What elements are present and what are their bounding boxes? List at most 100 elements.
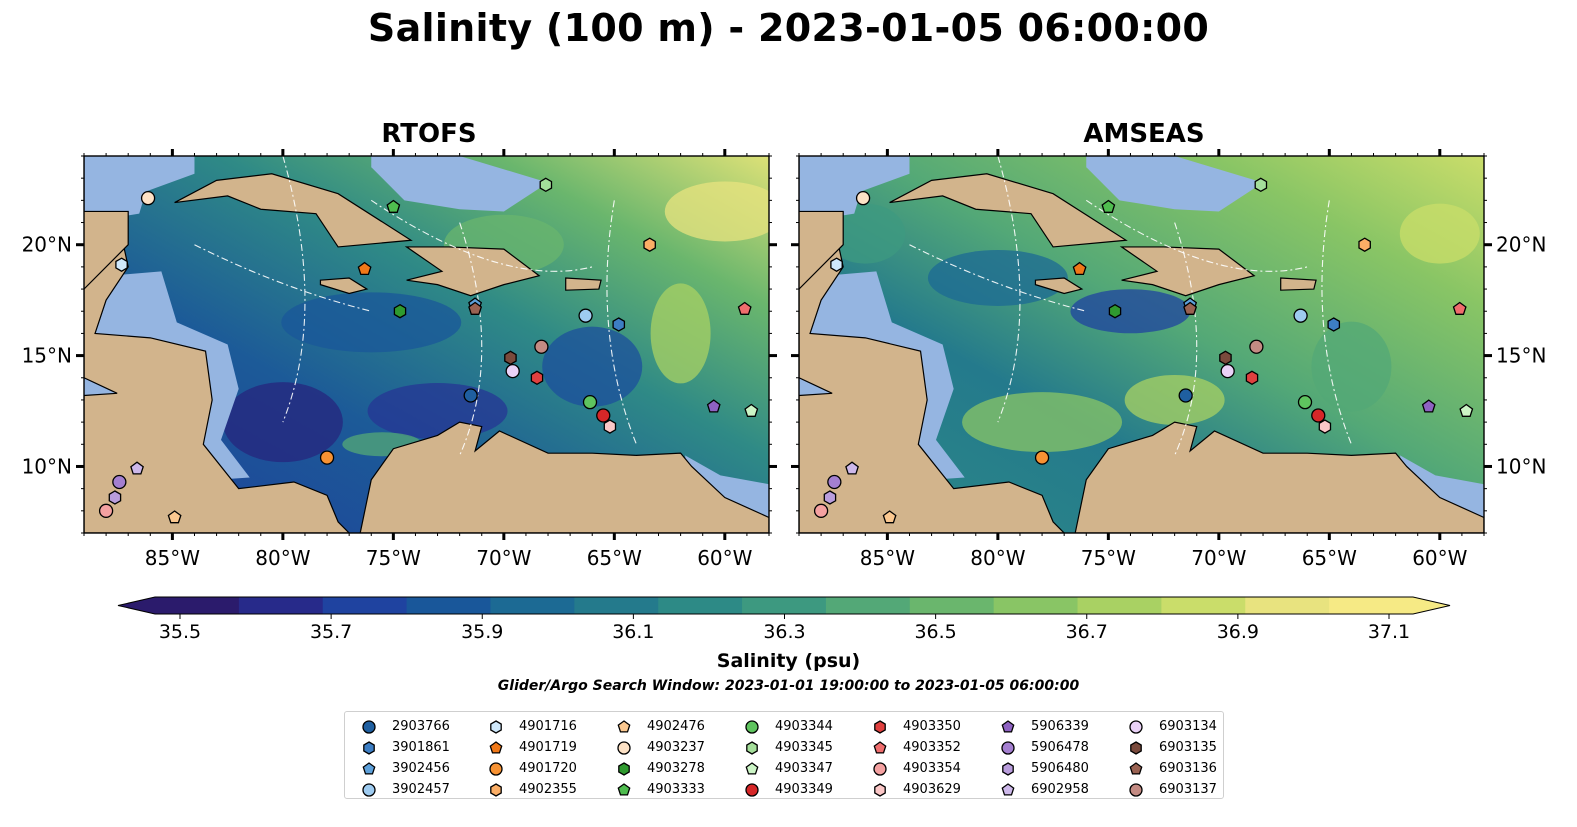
legend-item-4901720: 4901720 bbox=[485, 758, 577, 779]
float-marker-4903347 bbox=[744, 403, 759, 417]
colorbar-segment bbox=[155, 597, 240, 614]
legend-label: 3901861 bbox=[392, 740, 450, 755]
float-marker-4903344 bbox=[582, 395, 598, 410]
lon-tick-label: 60°W bbox=[1412, 546, 1467, 570]
legend-item-5906480: 5906480 bbox=[997, 758, 1089, 779]
lon-tick-label: 75°W bbox=[366, 546, 421, 570]
legend-label: 4903344 bbox=[775, 719, 833, 734]
legend-label: 4901719 bbox=[519, 740, 577, 755]
colorbar-tick-label: 35.7 bbox=[309, 621, 353, 643]
panel-title-amseas: AMSEAS bbox=[1083, 119, 1205, 149]
legend-marker-6903136 bbox=[1129, 761, 1143, 775]
legend-marker-5906478 bbox=[1001, 740, 1015, 755]
lon-tick-label: 85°W bbox=[145, 546, 200, 570]
colorbar-segment bbox=[490, 597, 575, 614]
float-marker-6903137 bbox=[534, 339, 549, 354]
float-marker-3901861 bbox=[612, 317, 626, 332]
legend-label: 5906480 bbox=[1031, 761, 1089, 776]
colorbar-segment bbox=[993, 597, 1079, 614]
landmass bbox=[174, 173, 413, 248]
landmass bbox=[1074, 421, 1484, 533]
lon-tick-label: 65°W bbox=[1302, 546, 1357, 570]
float-marker-6903135 bbox=[1219, 350, 1232, 366]
float-marker-5906478 bbox=[112, 474, 127, 490]
lat-tick-label: 10°N bbox=[22, 454, 72, 478]
landmass bbox=[799, 156, 1066, 533]
landmass bbox=[565, 277, 602, 291]
legend-item-4902476: 4902476 bbox=[613, 716, 705, 737]
panel-title-rtofs: RTOFS bbox=[381, 119, 477, 149]
colorbar-segment bbox=[1077, 597, 1162, 614]
landmass bbox=[889, 173, 1128, 248]
float-marker-4903333 bbox=[386, 199, 401, 213]
legend-item-4903278: 4903278 bbox=[613, 758, 705, 779]
legend-label: 5906339 bbox=[1031, 719, 1089, 734]
colorbar-segment bbox=[1329, 597, 1414, 614]
legend-label: 4903352 bbox=[903, 740, 961, 755]
float-marker-4903278 bbox=[1108, 303, 1122, 319]
legend-item-6902958: 6902958 bbox=[997, 779, 1089, 800]
float-marker-4903629 bbox=[1318, 419, 1332, 434]
colorbar-segment bbox=[406, 597, 491, 614]
legend-marker-6903137 bbox=[1129, 782, 1143, 797]
colorbar-segment bbox=[574, 597, 659, 614]
legend-item-3902457: 3902457 bbox=[358, 779, 450, 800]
lon-tick-label: 70°W bbox=[476, 546, 531, 570]
legend-marker-6903134 bbox=[1129, 719, 1143, 734]
colorbar-segment bbox=[658, 597, 743, 614]
colorbar-segment bbox=[742, 597, 827, 614]
legend-label: 4902476 bbox=[647, 719, 705, 734]
legend-marker-3901861 bbox=[363, 740, 375, 755]
float-marker-4901720 bbox=[319, 450, 335, 465]
landmass bbox=[799, 210, 844, 290]
legend-item-4903354: 4903354 bbox=[869, 758, 961, 779]
legend-marker-4903352 bbox=[873, 740, 887, 754]
legend-marker-3902457 bbox=[362, 782, 376, 797]
colorbar-segment bbox=[322, 597, 408, 614]
legend-label: 4902355 bbox=[519, 782, 577, 797]
lat-tick-label: 20°N bbox=[1496, 233, 1546, 257]
float-marker-6903134 bbox=[505, 363, 520, 379]
float-marker-4902476 bbox=[167, 510, 182, 524]
legend-label: 4903349 bbox=[775, 782, 833, 797]
legend-marker-4902355 bbox=[490, 782, 502, 797]
float-marker-4903349 bbox=[596, 408, 611, 423]
legend-item-4901716: 4901716 bbox=[485, 716, 577, 737]
float-marker-4903237 bbox=[140, 190, 156, 206]
legend-item-5906339: 5906339 bbox=[997, 716, 1089, 737]
legend-marker-4903347 bbox=[745, 761, 759, 775]
legend-marker-4903354 bbox=[873, 761, 887, 776]
legend-marker-4903349 bbox=[745, 782, 759, 797]
legend-marker-4901716 bbox=[490, 719, 502, 734]
legend-label: 6903135 bbox=[1159, 740, 1217, 755]
legend-marker-4903333 bbox=[617, 782, 631, 796]
legend-marker-4902476 bbox=[617, 719, 631, 733]
colorbar-tick-label: 36.1 bbox=[612, 621, 655, 643]
legend-item-4902355: 4902355 bbox=[485, 779, 577, 800]
float-marker-4903345 bbox=[1254, 177, 1268, 193]
colorbar-segment bbox=[1161, 597, 1246, 614]
legend-label: 4901716 bbox=[519, 719, 577, 734]
legend-marker-5906480 bbox=[1002, 761, 1014, 776]
float-marker-4903629 bbox=[603, 419, 617, 434]
float-marker-6902958 bbox=[845, 461, 859, 475]
float-marker-6903136 bbox=[468, 301, 483, 315]
float-marker-4903333 bbox=[1101, 199, 1116, 213]
float-marker-4903347 bbox=[1459, 403, 1474, 417]
float-marker-2903766 bbox=[1178, 388, 1193, 403]
float-marker-4901716 bbox=[830, 257, 843, 272]
landmass bbox=[359, 421, 769, 533]
float-marker-4902476 bbox=[882, 510, 897, 524]
float-marker-4902355 bbox=[1358, 237, 1371, 252]
float-marker-4903354 bbox=[813, 503, 829, 518]
float-marker-5906339 bbox=[706, 399, 721, 413]
legend-label: 4903345 bbox=[775, 740, 833, 755]
float-marker-4903352 bbox=[1452, 301, 1467, 315]
legend-label: 4901720 bbox=[519, 761, 577, 776]
landmass bbox=[1280, 277, 1317, 291]
legend-label: 4903347 bbox=[775, 761, 833, 776]
legend-marker-4901719 bbox=[489, 740, 503, 754]
float-marker-4903278 bbox=[393, 303, 407, 319]
